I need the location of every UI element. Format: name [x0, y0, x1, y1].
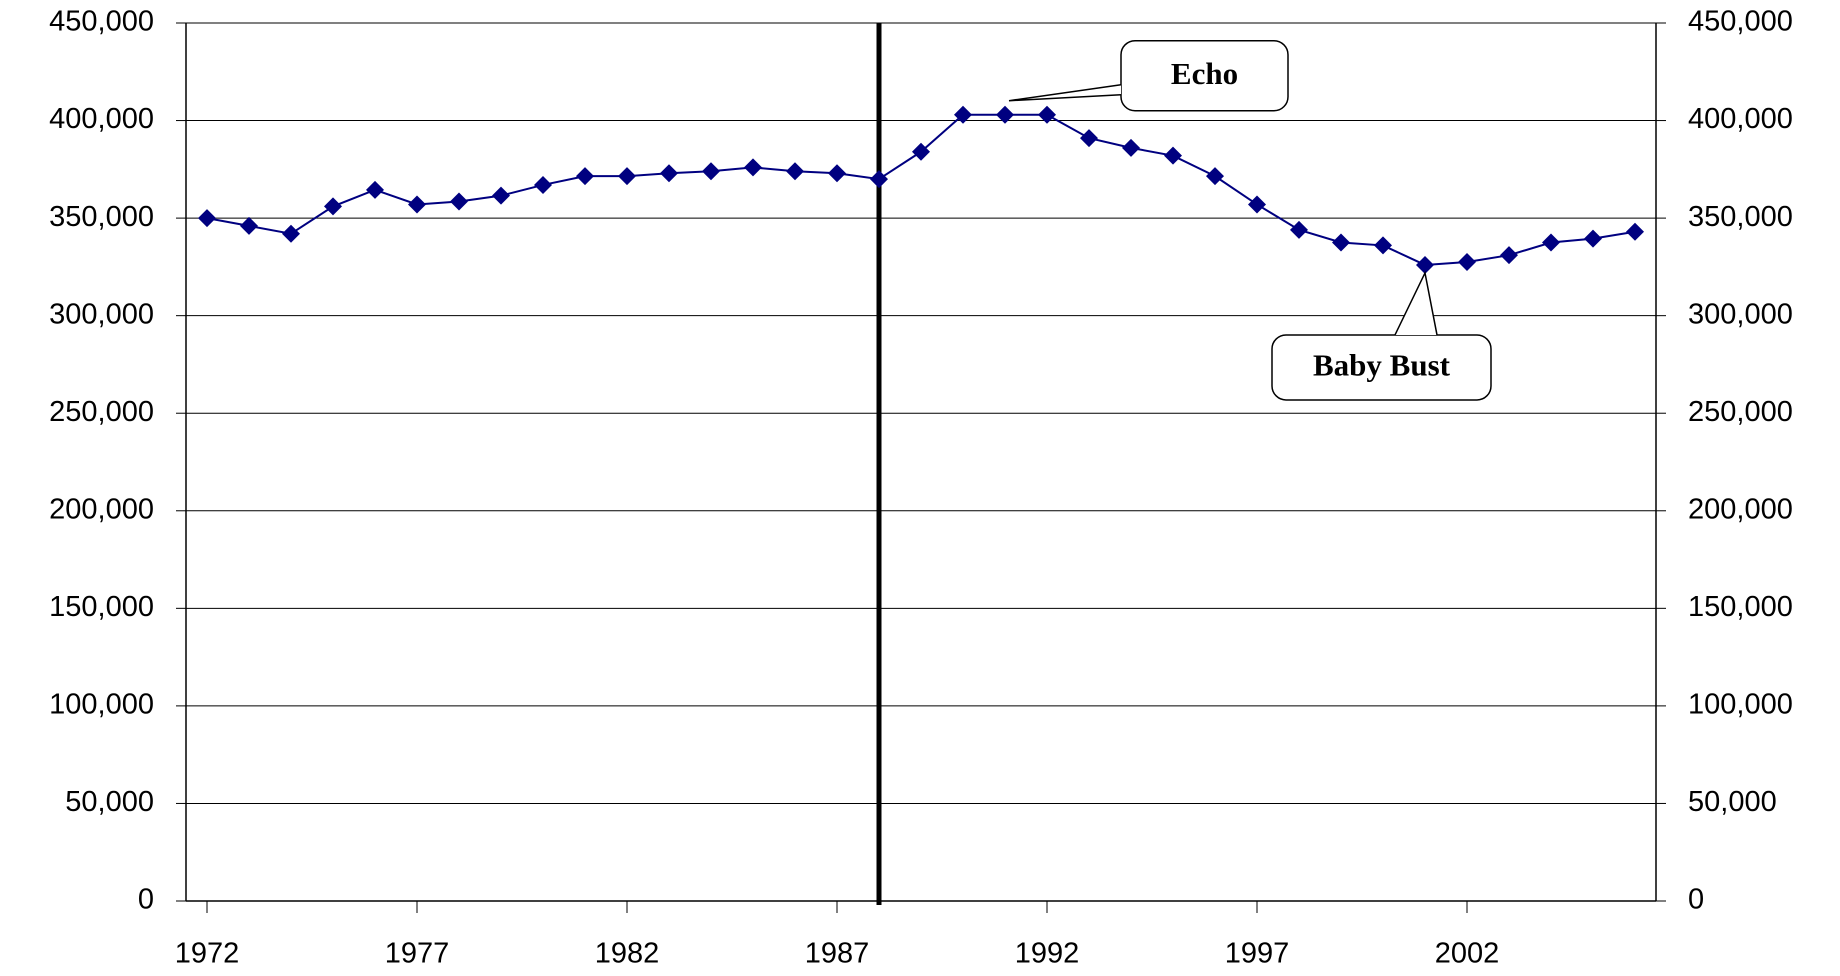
- data-point: [660, 164, 678, 183]
- y-tick-label: 450,000: [49, 6, 154, 38]
- x-tick-label: 1992: [1015, 938, 1080, 970]
- data-point: [702, 162, 720, 181]
- data-point: [240, 216, 258, 235]
- y-tick-label: 250,000: [49, 396, 154, 428]
- data-point: [618, 167, 636, 186]
- data-point: [1080, 129, 1098, 148]
- x-tick-label: 1972: [175, 938, 240, 970]
- data-point: [366, 180, 384, 199]
- callout-box: [1120, 39, 1289, 112]
- callout-pointer: [1008, 83, 1122, 102]
- callout-pointer: [1394, 270, 1438, 336]
- data-point: [786, 162, 804, 181]
- y-tick-label: 300,000: [49, 298, 154, 330]
- y2-tick-label: 0: [1688, 884, 1704, 916]
- data-point: [324, 197, 342, 216]
- data-point: [1290, 220, 1308, 239]
- y2-tick-label: 400,000: [1688, 103, 1793, 135]
- y-tick-label: 50,000: [65, 786, 154, 818]
- data-point: [912, 142, 930, 161]
- y-tick-label: 150,000: [49, 591, 154, 623]
- y2-tick-label: 50,000: [1688, 786, 1777, 818]
- callout-pointer-fill: [1395, 272, 1437, 335]
- data-point: [408, 195, 426, 214]
- annotation: Echo: [1171, 56, 1238, 91]
- y-tick-label: 400,000: [49, 103, 154, 135]
- data-point: [1206, 167, 1224, 186]
- data-point: [450, 192, 468, 211]
- y-tick-label: 100,000: [49, 689, 154, 721]
- y2-tick-label: 350,000: [1688, 201, 1793, 233]
- annotation: Baby Bust: [1313, 348, 1451, 383]
- y2-tick-label: 450,000: [1688, 6, 1793, 38]
- data-point: [492, 186, 510, 205]
- y2-tick-label: 100,000: [1688, 689, 1793, 721]
- data-point: [576, 167, 594, 186]
- data-point: [534, 175, 552, 194]
- y2-tick-label: 150,000: [1688, 591, 1793, 623]
- data-point: [1374, 236, 1392, 255]
- data-point: [1122, 138, 1140, 157]
- y2-tick-label: 300,000: [1688, 298, 1793, 330]
- data-point: [1164, 146, 1182, 165]
- data-point: [1332, 233, 1350, 252]
- y-tick-label: 350,000: [49, 201, 154, 233]
- data-point: [1542, 233, 1560, 252]
- x-tick-label: 1982: [595, 938, 660, 970]
- data-point: [1248, 195, 1266, 214]
- data-point: [744, 158, 762, 177]
- series-line: [206, 113, 1636, 266]
- y-tick-label: 0: [138, 884, 154, 916]
- x-tick-label: 1977: [385, 938, 450, 970]
- data-point: [282, 224, 300, 243]
- x-tick-label: 2002: [1435, 938, 1500, 970]
- y-tick-label: 200,000: [49, 493, 154, 525]
- y2-tick-label: 250,000: [1688, 396, 1793, 428]
- data-point: [198, 209, 216, 228]
- data-point: [1626, 222, 1644, 241]
- data-point: [1038, 105, 1056, 124]
- data-point: [1584, 229, 1602, 248]
- x-tick-label: 1987: [805, 938, 870, 970]
- data-point: [1458, 253, 1476, 272]
- data-point: [996, 105, 1014, 124]
- data-point: [954, 105, 972, 124]
- y2-tick-label: 200,000: [1688, 493, 1793, 525]
- x-tick-label: 1997: [1225, 938, 1290, 970]
- data-point: [828, 164, 846, 183]
- data-point: [1416, 255, 1434, 274]
- data-point: [870, 170, 888, 189]
- data-point: [1500, 246, 1518, 265]
- callout-box: [1271, 334, 1492, 401]
